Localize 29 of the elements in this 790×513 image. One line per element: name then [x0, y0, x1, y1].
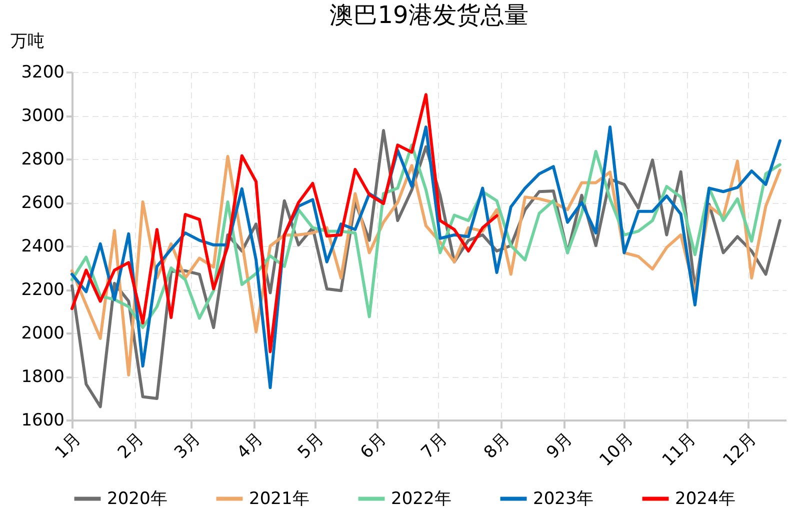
legend-label: 2023年 — [533, 488, 594, 509]
y-tick-label: 2000 — [21, 324, 64, 344]
x-tick-label: 9月 — [542, 429, 577, 463]
x-tick-label: 2月 — [114, 429, 148, 463]
x-tick-label: 6月 — [356, 429, 391, 463]
x-tick-label: 5月 — [294, 429, 328, 463]
x-tick-label: 10月 — [596, 429, 638, 471]
x-tick-label: 12月 — [719, 429, 761, 471]
line-series — [70, 93, 498, 354]
y-tick-label: 3200 — [21, 62, 64, 82]
y-tick-label: 2600 — [21, 193, 64, 213]
x-tick-label: 1月 — [51, 429, 86, 463]
y-tick-label: 2200 — [21, 280, 64, 300]
legend-label: 2020年 — [107, 488, 168, 509]
y-tick-label: 2400 — [21, 236, 64, 256]
x-tick-label: 3月 — [170, 429, 205, 463]
y-tick-label: 3000 — [21, 106, 64, 126]
legend-label: 2022年 — [391, 488, 452, 509]
x-tick-label: 7月 — [418, 429, 452, 463]
legend-label: 2024年 — [675, 488, 736, 509]
x-tick-label: 4月 — [233, 429, 268, 463]
x-tick-label: 8月 — [480, 429, 514, 463]
y-tick-label: 2800 — [21, 150, 64, 170]
chart-title: 澳巴19港发货总量 — [330, 1, 528, 29]
y-tick-label: 1800 — [21, 367, 64, 387]
y-axis-title: 万吨 — [10, 32, 44, 52]
x-tick-label: 11月 — [658, 429, 700, 471]
legend-label: 2021年 — [249, 488, 310, 509]
y-tick-label: 1600 — [21, 410, 64, 430]
